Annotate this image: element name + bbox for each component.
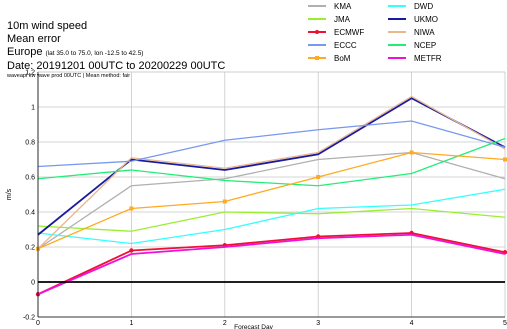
legend-label: BoM [334, 54, 351, 63]
series-metfr [37, 233, 506, 296]
y-tick-label: 0 [31, 280, 35, 287]
legend-label: KMA [334, 2, 352, 11]
y-tick-label: 1 [31, 105, 35, 112]
series-dwd [37, 188, 506, 245]
x-axis-label: Forecast Day [234, 324, 273, 329]
chart-subtitle: Mean error [7, 33, 61, 45]
series-line-kma [37, 151, 506, 250]
legend-label: METFR [414, 54, 442, 63]
legend-label: JMA [334, 15, 351, 24]
data-point [503, 157, 507, 162]
data-point [409, 150, 414, 155]
chart-header: 10m wind speed Mean error Europe (lat 35… [7, 20, 225, 80]
y-tick-label: 0.8 [25, 140, 35, 147]
x-tick-label: 3 [316, 320, 320, 327]
x-tick-label: 4 [410, 320, 414, 327]
series-ncep [37, 137, 506, 187]
legend-item-ecmwf: ECMWF [308, 28, 364, 37]
series-line-ecmwf [37, 232, 506, 296]
series-ukmo [37, 97, 506, 236]
y-tick-label: -0.2 [23, 315, 35, 322]
legend-label: NCEP [414, 41, 436, 50]
legend-item-ukmo: UKMO [388, 15, 438, 24]
legend-item-kma: KMA [308, 2, 352, 11]
legend-label: ECCC [334, 41, 357, 50]
grid-layer [37, 71, 506, 318]
data-point [129, 206, 134, 211]
legend-label: NIWA [414, 28, 435, 37]
y-axis-label: m/s [6, 188, 13, 200]
legend-item-jma: JMA [308, 15, 351, 24]
series-jma [37, 207, 506, 232]
y-tick-label: 0.4 [25, 210, 35, 217]
series-layer [35, 95, 507, 297]
legend-label: UKMO [414, 15, 438, 24]
y-tick-label: 0.6 [25, 175, 35, 182]
x-tick-label: 1 [129, 320, 133, 327]
series-line-eccc [37, 120, 506, 168]
series-line-niwa [37, 95, 506, 250]
y-tick-label: 1.2 [25, 70, 35, 77]
series-line-metfr [37, 233, 506, 296]
chart-title: 10m wind speed [7, 20, 88, 32]
legend-label: DWD [414, 2, 433, 11]
data-point [316, 175, 321, 179]
y-tick-label: 0.2 [25, 245, 35, 252]
source-note: waveapi kw wave prod 00UTC | Mean method… [7, 73, 131, 79]
region-name: Europe [7, 46, 43, 58]
legend-item-eccc: ECCC [308, 41, 357, 50]
legend-item-ncep: NCEP [388, 41, 436, 50]
data-point [222, 199, 227, 204]
series-line-ncep [37, 137, 506, 187]
series-line-ukmo [37, 97, 506, 236]
legend-marker [315, 30, 319, 34]
series-line-bom [37, 151, 506, 250]
region-coords: (lat 35.0 to 75.0, lon -12.5 to 42.5) [45, 50, 144, 57]
series-line-jma [37, 207, 506, 232]
legend-item-dwd: DWD [388, 2, 433, 11]
region-line: Europe (lat 35.0 to 75.0, lon -12.5 to 4… [7, 46, 225, 60]
legend-label: ECMWF [334, 28, 364, 37]
legend-item-bom: BoM [308, 54, 351, 63]
legend: KMA DWD JMA UKMO ECMWF NIWA ECCC NCEP BoM METFR [308, 2, 442, 63]
x-tick-label: 5 [503, 320, 507, 327]
date-range: Date: 20191201 00UTC to 20200229 00UTC [7, 60, 226, 72]
x-tick-label: 2 [223, 320, 227, 327]
legend-marker [315, 56, 319, 60]
legend-item-metfr: METFR [388, 54, 442, 63]
series-line-dwd [37, 188, 506, 245]
data-point [129, 248, 134, 253]
x-tick-label: 0 [36, 320, 40, 327]
legend-item-niwa: NIWA [388, 28, 435, 37]
